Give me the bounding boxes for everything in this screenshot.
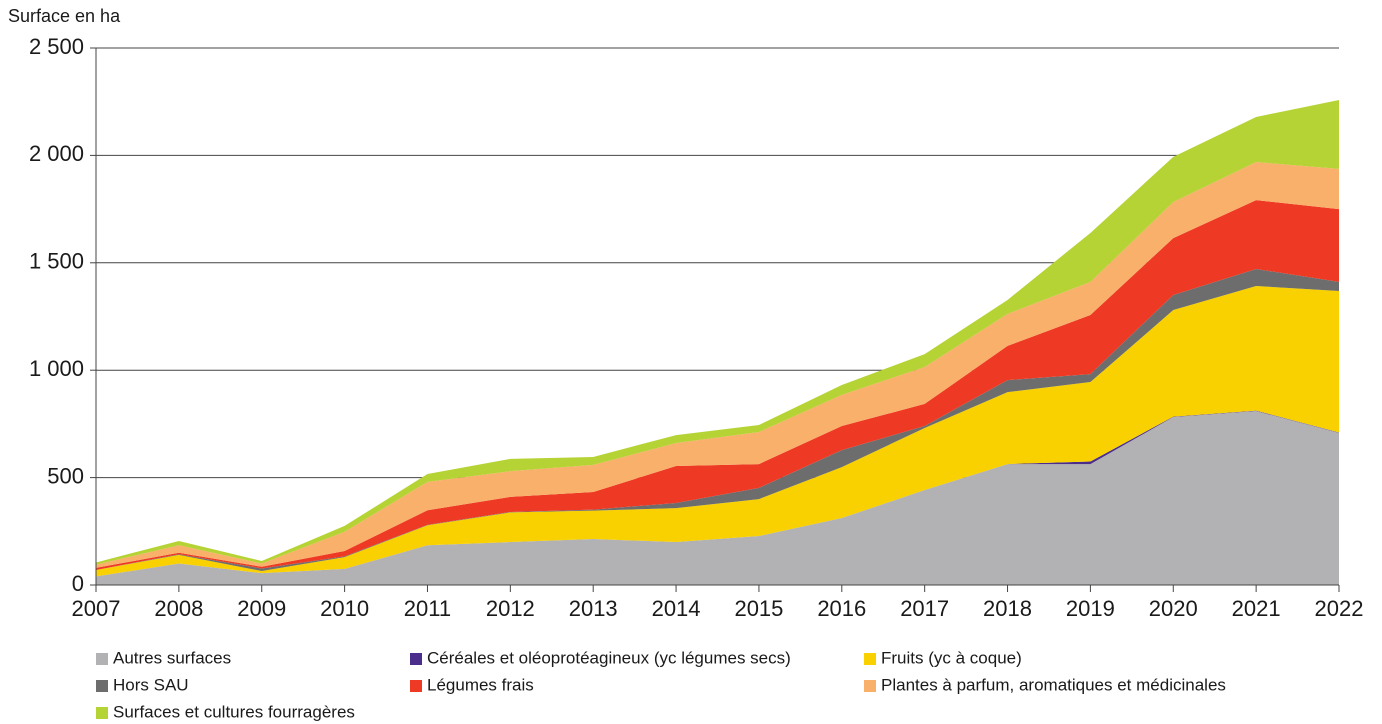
x-tick-label: 2007: [72, 596, 121, 621]
legend-label: Hors SAU: [113, 675, 189, 694]
x-tick-label: 2021: [1232, 596, 1281, 621]
legend-label: Autres surfaces: [113, 648, 231, 667]
legend-label: Surfaces et cultures fourragères: [113, 702, 355, 721]
x-tick-label: 2022: [1315, 596, 1364, 621]
area: [96, 200, 1339, 570]
area: [96, 285, 1339, 577]
x-tick-label: 2009: [237, 596, 286, 621]
x-tick-label: 2008: [154, 596, 203, 621]
legend-swatch: [864, 680, 876, 692]
legend-label: Plantes à parfum, aromatiques et médicin…: [881, 675, 1226, 694]
area: [96, 162, 1339, 568]
x-tick-label: 2019: [1066, 596, 1115, 621]
area: [96, 411, 1339, 585]
x-tick-label: 2012: [486, 596, 535, 621]
x-tick-label: 2014: [652, 596, 701, 621]
x-tick-label: 2018: [983, 596, 1032, 621]
x-tick-label: 2020: [1149, 596, 1198, 621]
legend-label: Céréales et oléoprotéagineux (yc légumes…: [427, 648, 791, 667]
legend-swatch: [410, 680, 422, 692]
legend-swatch: [96, 707, 108, 719]
y-tick-label: 0: [72, 571, 84, 596]
legend-swatch: [96, 653, 108, 665]
area: [96, 99, 1339, 565]
legend-swatch: [864, 653, 876, 665]
y-axis-label: Surface en ha: [8, 6, 121, 26]
x-tick-label: 2010: [320, 596, 369, 621]
legend-label: Légumes frais: [427, 675, 534, 694]
legend-swatch: [96, 680, 108, 692]
x-tick-label: 2013: [569, 596, 618, 621]
y-tick-label: 2 500: [29, 34, 84, 59]
x-tick-label: 2016: [817, 596, 866, 621]
legend-swatch: [410, 653, 422, 665]
y-tick-label: 1 000: [29, 356, 84, 381]
y-tick-label: 500: [47, 463, 84, 488]
y-tick-label: 2 000: [29, 141, 84, 166]
x-tick-label: 2017: [900, 596, 949, 621]
legend-label: Fruits (yc à coque): [881, 648, 1022, 667]
x-tick-label: 2011: [404, 596, 451, 621]
y-tick-label: 1 500: [29, 249, 84, 274]
x-tick-label: 2015: [734, 596, 783, 621]
